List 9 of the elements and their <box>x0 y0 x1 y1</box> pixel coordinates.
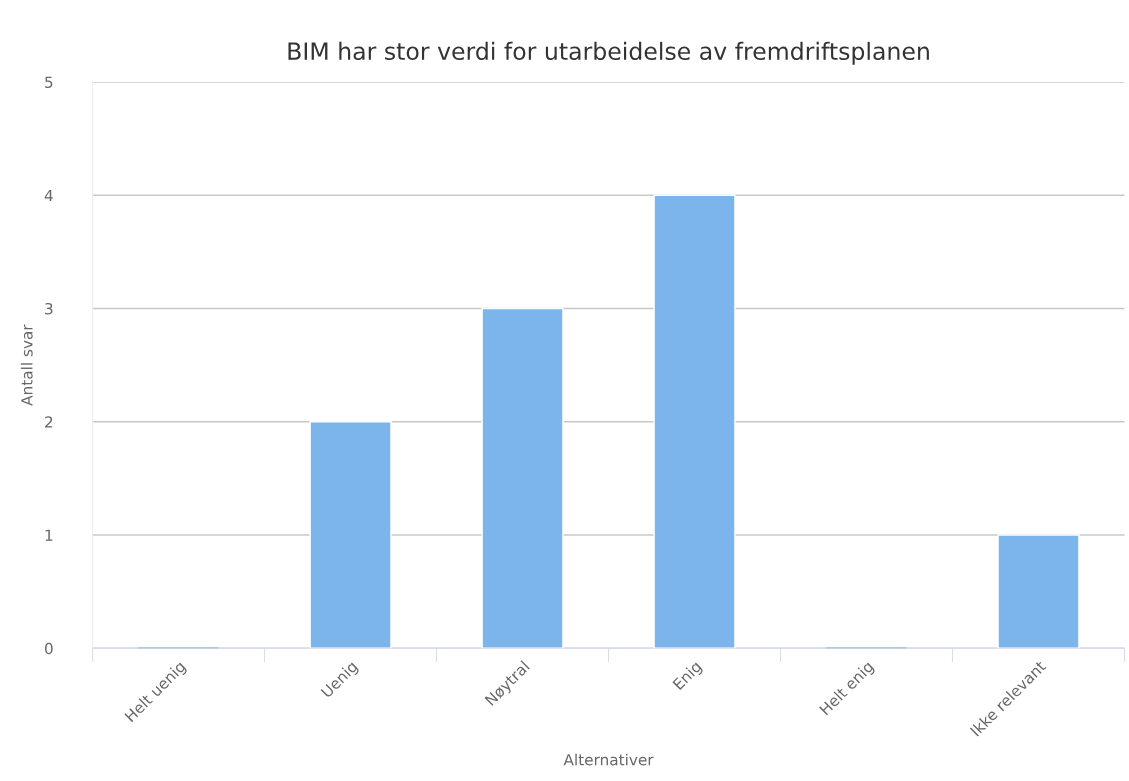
y-tick-label: 2 <box>45 416 53 428</box>
y-tick-label: 0 <box>44 642 53 655</box>
x-axis-title: Alternativer <box>563 753 654 766</box>
y-tick-label: 3 <box>45 302 53 315</box>
y-tick-label: 1 <box>45 529 53 541</box>
y-tick-label: 4 <box>44 189 53 202</box>
y-tick-label: 5 <box>45 76 53 89</box>
y-axis-title: Antall svar <box>20 324 33 406</box>
chart-title: BIM har stor verdi for utarbeidelse av fremdriftsplanen <box>288 41 929 65</box>
